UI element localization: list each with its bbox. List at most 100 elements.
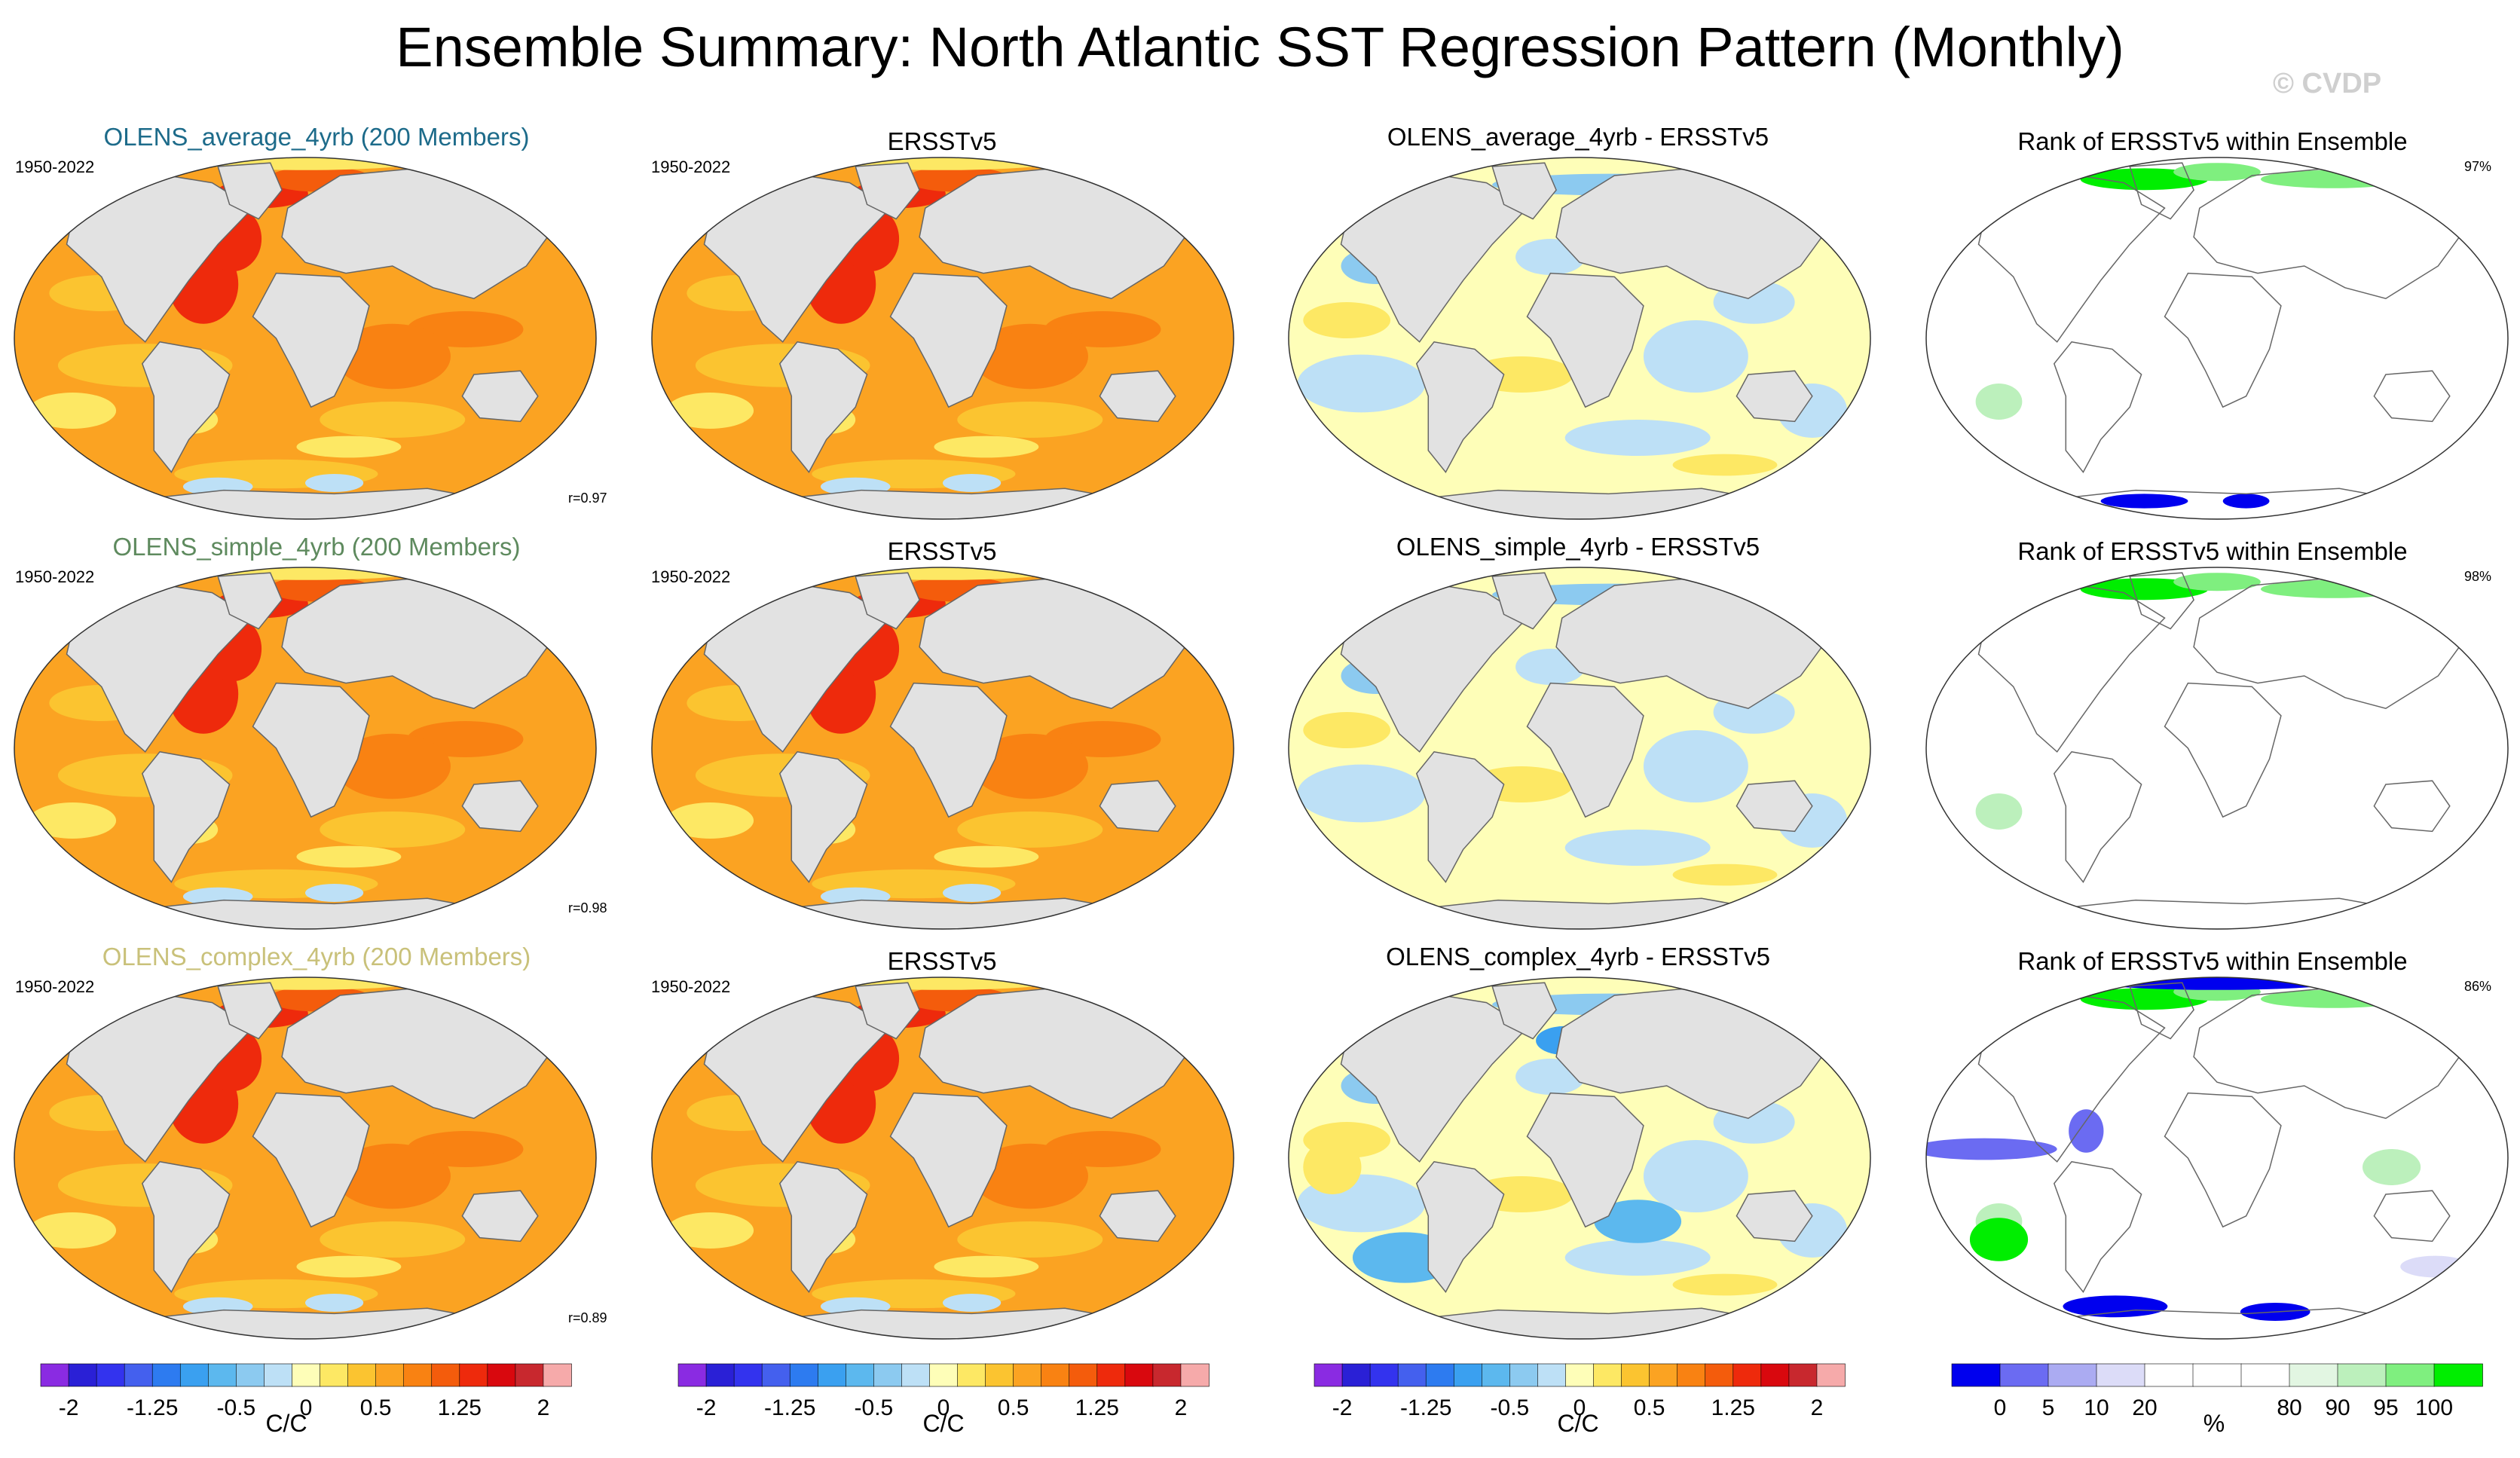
colorbar-rank-swatch: [2144, 1363, 2194, 1387]
reference-period-row1: 1950-2022: [651, 157, 731, 176]
reference-period-row2: 1950-2022: [651, 567, 731, 586]
namerica-landmass: [1340, 581, 1528, 753]
namerica-landmass: [66, 581, 254, 753]
africa-landmass: [889, 1092, 1008, 1228]
colorbar-rank-swatch: [2048, 1363, 2097, 1387]
colorbar-col2-swatch: [873, 1363, 903, 1387]
pattern-correlation-row1: r=0.97: [568, 491, 607, 506]
map-border: [651, 567, 1234, 930]
colorbar-col1-swatch: [68, 1363, 97, 1387]
samerica-landmass: [778, 1160, 868, 1293]
namerica-landmass: [66, 171, 254, 343]
rank-percent-row2: 98%: [2464, 569, 2492, 584]
australia-landmass: [1736, 370, 1813, 423]
colorbar-col3-swatch: [1453, 1363, 1483, 1387]
colorbar-col1-tick-label: -1.25: [127, 1395, 178, 1420]
greenland-landmass: [1491, 982, 1557, 1040]
colorbar-col3-swatch: [1565, 1363, 1595, 1387]
africa-landmass: [252, 682, 370, 818]
map-border: [14, 567, 597, 930]
colorbar-col2-swatch: [1069, 1363, 1098, 1387]
greenland-landmass: [855, 572, 920, 630]
africa-landmass: [252, 1092, 370, 1228]
australia-landmass: [2373, 370, 2451, 423]
samerica-landmass: [2053, 750, 2142, 883]
colorbar-col2-swatch: [761, 1363, 791, 1387]
colorbar-col1-tick-label: 0.5: [360, 1395, 392, 1420]
australia-landmass: [1099, 370, 1176, 423]
rank-percent-row3: 86%: [2464, 979, 2492, 994]
map-border: [1288, 567, 1871, 930]
namerica-landmass: [1340, 171, 1528, 343]
colorbar-col1-swatch: [208, 1363, 237, 1387]
greenland-landmass: [2129, 572, 2194, 630]
map-panel-r1c2: [651, 157, 1234, 520]
map-panel-r3c4: [1925, 977, 2509, 1340]
colorbar-col2-swatch: [1096, 1363, 1126, 1387]
colorbar-col3: -2 -1.25 -0.5 0 0.5 1.25 2: [1314, 1363, 1846, 1420]
colorbar-col3-swatch: [1621, 1363, 1650, 1387]
namerica-landmass: [1977, 171, 2166, 343]
colorbar-col3-swatch: [1788, 1363, 1818, 1387]
africa-landmass: [1526, 1092, 1644, 1228]
colorbar-col3-swatch: [1341, 1363, 1371, 1387]
colorbar-col2-swatch: [985, 1363, 1014, 1387]
colorbar-col2-swatch: [1180, 1363, 1210, 1387]
model-period-row2: 1950-2022: [15, 567, 95, 586]
map-border: [1925, 157, 2509, 520]
namerica-landmass: [703, 991, 891, 1163]
colorbar-col1-swatch: [264, 1363, 293, 1387]
samerica-landmass: [141, 341, 231, 473]
namerica-landmass: [1977, 581, 2166, 753]
colorbar-rank-swatch: [2433, 1363, 2483, 1387]
samerica-landmass: [778, 750, 868, 883]
colorbar-col3-swatch: [1649, 1363, 1678, 1387]
colorbar-rank-tick-label: 5: [2042, 1395, 2055, 1420]
colorbar-col1-tick-label: 0: [300, 1395, 313, 1420]
africa-landmass: [252, 272, 370, 408]
map-panel-r3c2: [651, 977, 1234, 1340]
colorbar-col2-swatch: [957, 1363, 986, 1387]
reference-title-row3: ERSSTv5: [887, 947, 997, 975]
map-border: [1925, 567, 2509, 930]
colorbar-col1: -2 -1.25 -0.5 0 0.5 1.25 2: [40, 1363, 572, 1420]
colorbar-col3-tick-label: 2: [1811, 1395, 1824, 1420]
africa-landmass: [2164, 682, 2282, 818]
namerica-landmass: [703, 171, 891, 343]
colorbar-col2-swatch: [1152, 1363, 1182, 1387]
colorbar-col1-swatch: [124, 1363, 154, 1387]
colorbar-col2-tick-label: 1.25: [1075, 1395, 1119, 1420]
colorbar-col1-swatch: [431, 1363, 460, 1387]
greenland-landmass: [855, 162, 920, 220]
colorbar-rank-swatch: [2096, 1363, 2145, 1387]
colorbar-rank-swatch: [2385, 1363, 2435, 1387]
reference-title-row2: ERSSTv5: [887, 537, 997, 565]
australia-landmass: [2373, 780, 2451, 833]
africa-landmass: [889, 272, 1008, 408]
colorbar-col1-tick-label: -2: [59, 1395, 79, 1420]
map-panel-r2c3: [1288, 567, 1871, 930]
rank-title-row2: Rank of ERSSTv5 within Ensemble: [2017, 537, 2408, 565]
colorbar-col1-swatch: [179, 1363, 209, 1387]
greenland-landmass: [217, 572, 283, 630]
colorbar-col1-tick-label: 1.25: [438, 1395, 482, 1420]
australia-landmass: [461, 370, 539, 423]
colorbar-col3-swatch: [1677, 1363, 1706, 1387]
namerica-landmass: [703, 581, 891, 753]
colorbar-col3-tick-label: -1.25: [1400, 1395, 1451, 1420]
model-title-row2: OLENS_simple_4yrb (200 Members): [112, 533, 521, 561]
colorbar-col1-swatch: [347, 1363, 377, 1387]
colorbar-col3-swatch: [1397, 1363, 1427, 1387]
colorbar-col3-swatch: [1509, 1363, 1539, 1387]
map-panel-r2c4: [1925, 567, 2509, 930]
colorbar-col2: -2 -1.25 -0.5 0 0.5 1.25 2: [677, 1363, 1210, 1420]
samerica-landmass: [141, 1160, 231, 1293]
africa-landmass: [2164, 1092, 2282, 1228]
difference-title-row2: OLENS_simple_4yrb - ERSSTv5: [1396, 533, 1760, 561]
colorbar-col1-swatch: [515, 1363, 544, 1387]
colorbar-col2-tick-label: -0.5: [855, 1395, 894, 1420]
map-panel-r1c1: [14, 157, 597, 520]
namerica-landmass: [66, 991, 254, 1163]
